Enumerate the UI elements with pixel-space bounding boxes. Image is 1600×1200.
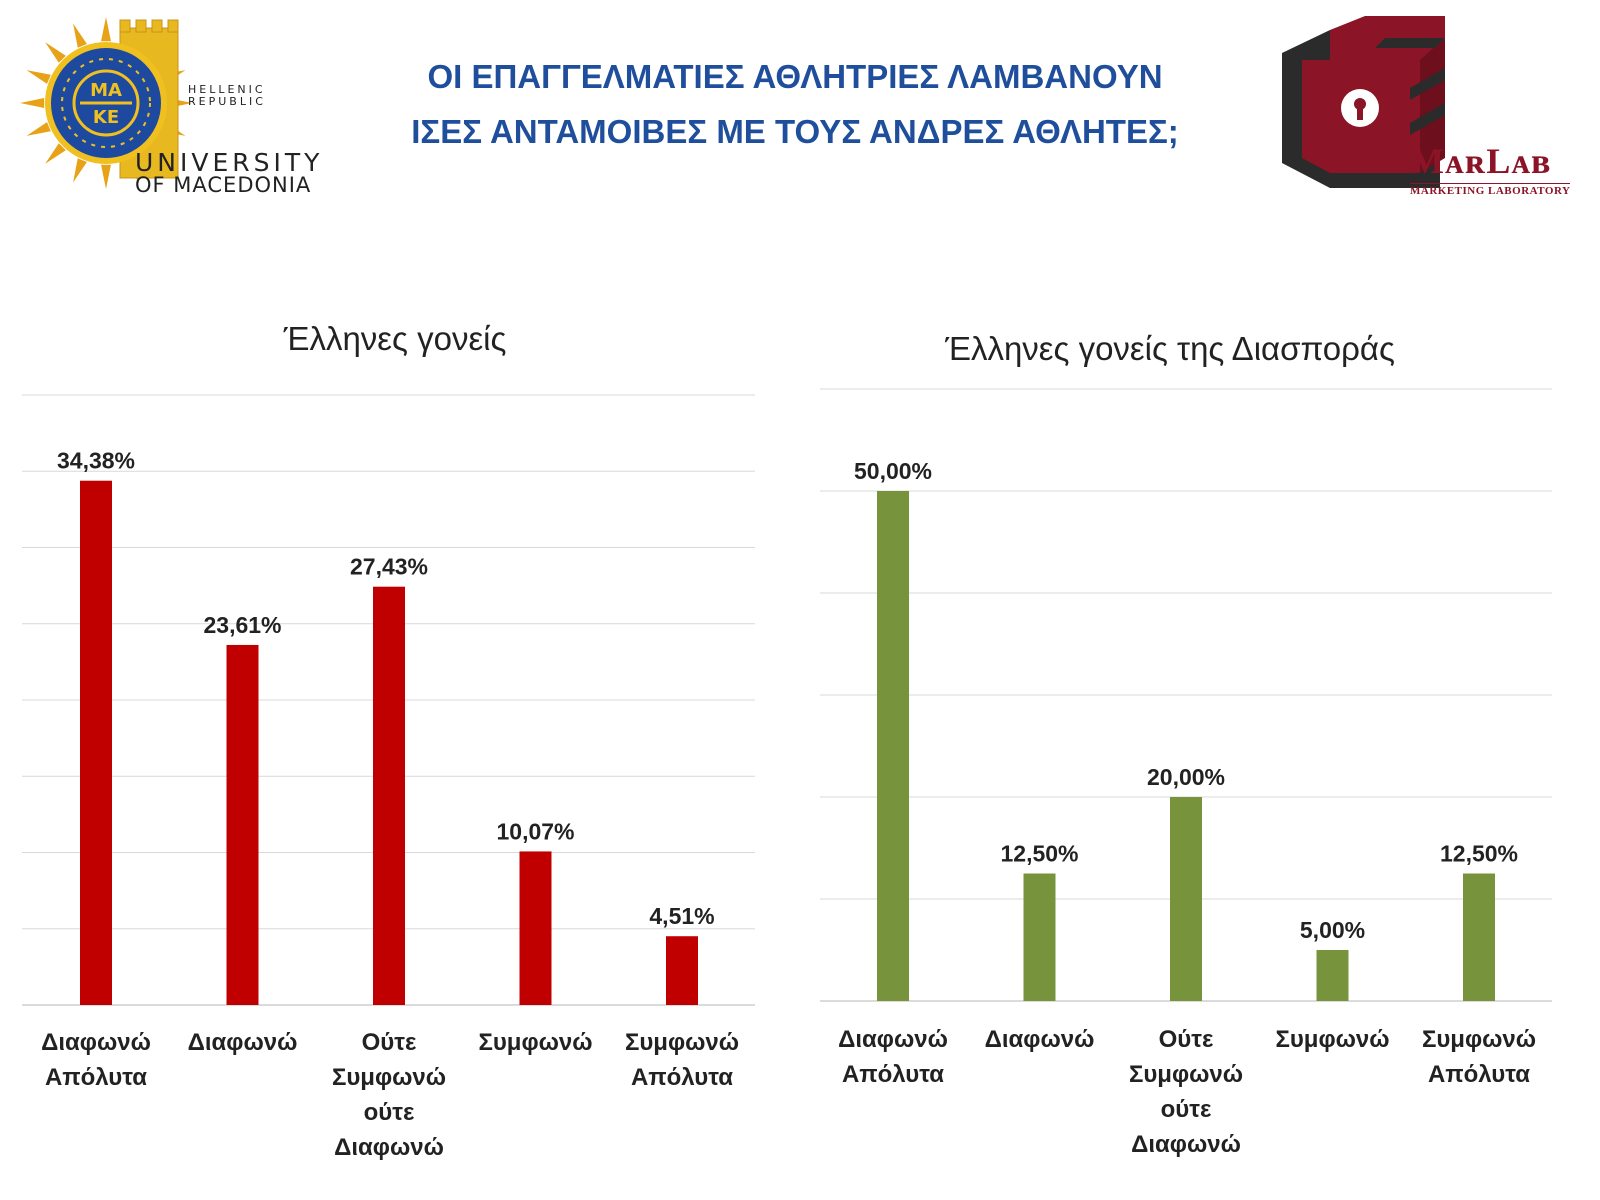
chart-1-bar: [666, 936, 698, 1005]
category-label-line: Συμφωνώ: [478, 1029, 593, 1056]
hellenic-republic-text: HELLENIC REPUBLIC: [188, 84, 266, 108]
marlab-name: MᴀʀLᴀʙ: [1410, 141, 1552, 181]
sun-ray: [73, 23, 87, 48]
chart-1-category-label: Συμφωνώ Απόλυτα: [612, 1025, 752, 1095]
category-label-line: Συμφωνώ: [1128, 1061, 1244, 1088]
sun-ray: [26, 70, 51, 84]
chart-2-data-label: 12,50%: [1440, 841, 1518, 867]
chart-2-category-label: Διαφωνώ Απόλυτα: [823, 1022, 963, 1092]
chart-2-bar: [1023, 873, 1056, 1001]
sun-ray: [26, 122, 51, 136]
chart-2-data-label: 50,00%: [854, 458, 932, 484]
chart-2-bar: [877, 491, 909, 1001]
sun-ray: [20, 98, 45, 108]
seal-text-top: ΜΑ: [90, 80, 122, 101]
chart-1-category-label: Ούτε Συμφωνώ ούτε Διαφωνώ: [319, 1025, 459, 1165]
chart-2-bar: [1463, 873, 1495, 1001]
sun-ray: [45, 143, 66, 164]
chart-1-data-label: 10,07%: [496, 818, 574, 844]
sun-ray: [101, 17, 111, 42]
chart-1-title: Έλληνες γονείς: [283, 320, 507, 357]
chart-2-data-label: 12,50%: [1000, 841, 1078, 867]
category-label-line: ούτε: [363, 1099, 415, 1126]
of-macedonia-text: OF MACEDONIA: [135, 173, 312, 197]
category-label-line: Ούτε: [1158, 1026, 1214, 1053]
chart-1-category-label: Συμφωνώ: [466, 1025, 606, 1060]
category-label-line: Διαφωνώ: [334, 1134, 444, 1161]
chart-1-category-label: Διαφωνώ: [173, 1025, 313, 1060]
chart-2-category-label: Διαφωνώ: [970, 1022, 1110, 1057]
chart-1-bar: [373, 586, 405, 1005]
category-label-line: Απόλυτα: [630, 1064, 734, 1091]
university-seal-icon: ΜΑ ΚΕ: [20, 17, 192, 189]
marlab-box-icon: [1282, 16, 1445, 188]
chart-2-bar: [1316, 950, 1349, 1001]
category-label-line: Συμφωνώ: [624, 1029, 740, 1056]
category-label-line: Διαφωνώ: [838, 1026, 948, 1053]
hellenic-text: HELLENIC: [188, 83, 266, 96]
seal-text-bottom: ΚΕ: [93, 107, 119, 128]
chart-1-data-label: 4,51%: [649, 903, 714, 929]
category-label-line: Απόλυτα: [841, 1061, 945, 1088]
page-title-line-2: ΙΣΕΣ ΑΝΤΑΜΟΙΒΕΣ ΜΕ ΤΟΥΣ ΑΝΔΡΕΣ ΑΘΛΗΤΕΣ;: [411, 113, 1179, 150]
chart-1-bar: [80, 480, 112, 1006]
category-label-line: Απόλυτα: [1427, 1061, 1531, 1088]
chart-1-data-label: 27,43%: [350, 554, 428, 580]
chart-2-category-label: Συμφωνώ: [1263, 1022, 1403, 1057]
chart-2-bar: [1170, 797, 1202, 1001]
republic-text: REPUBLIC: [188, 95, 266, 108]
chart-2-data-label: 20,00%: [1147, 764, 1225, 790]
category-label-line: Διαφωνώ: [984, 1026, 1095, 1053]
category-label-line: Ούτε: [361, 1029, 417, 1056]
category-label-line: Απόλυτα: [44, 1064, 148, 1091]
category-label-line: Συμφωνώ: [1421, 1026, 1537, 1053]
chart-2-title: Έλληνες γονείς της Διασποράς: [945, 330, 1395, 367]
marlab-subtitle: MARKETING LABORATORY: [1410, 183, 1571, 197]
chart-1-bar: [519, 851, 552, 1005]
sun-ray: [101, 164, 111, 189]
category-label-line: Διαφωνώ: [41, 1029, 151, 1056]
category-label-line: Συμφωνώ: [1275, 1026, 1390, 1053]
chart-2-data-label: 5,00%: [1300, 917, 1365, 943]
chart-1-category-label: Διαφωνώ Απόλυτα: [26, 1025, 166, 1095]
page-title-line-1: ΟΙ ΕΠΑΓΓΕΛΜΑΤΙΕΣ ΑΘΛΗΤΡΙΕΣ ΛΑΜΒΑΝΟΥΝ: [427, 58, 1163, 95]
chart-1-data-label: 34,38%: [57, 448, 135, 474]
category-label-line: Διαφωνώ: [187, 1029, 298, 1056]
sun-ray: [73, 158, 87, 183]
university-text: UNIVERSITY: [135, 148, 324, 177]
sun-ray: [45, 42, 66, 63]
chart-1-bar: [226, 644, 259, 1005]
chart-2-category-label: Συμφωνώ Απόλυτα: [1409, 1022, 1549, 1092]
category-label-line: Διαφωνώ: [1131, 1131, 1241, 1158]
chart-2-category-label: Ούτε Συμφωνώ ούτε Διαφωνώ: [1116, 1022, 1256, 1162]
category-label-line: ούτε: [1160, 1096, 1212, 1123]
category-label-line: Συμφωνώ: [331, 1064, 447, 1091]
chart-1-data-label: 23,61%: [203, 612, 281, 638]
